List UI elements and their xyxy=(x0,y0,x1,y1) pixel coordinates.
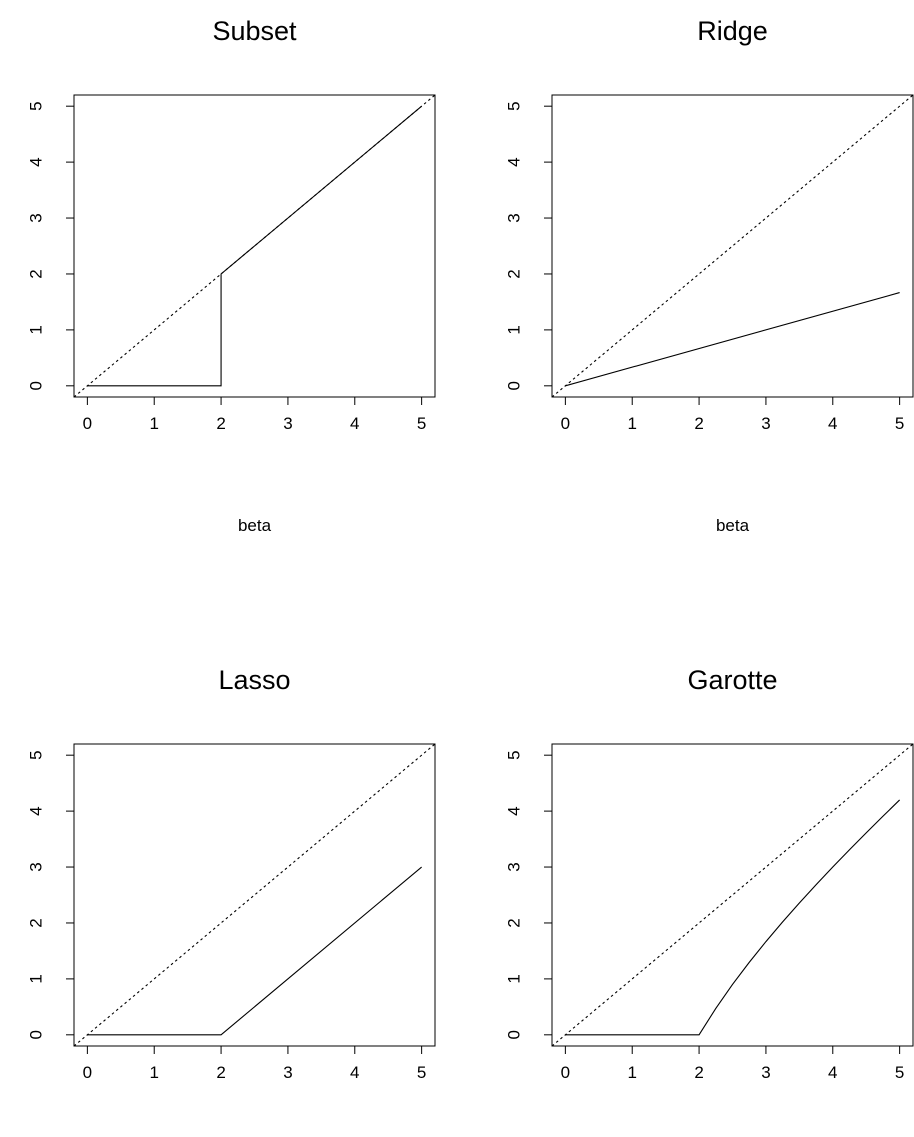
y-axis: 0 1 2 3 4 5 xyxy=(27,750,75,1040)
x-axis-label: beta xyxy=(716,516,750,535)
series-group xyxy=(74,744,435,1046)
x-tick-label: 0 xyxy=(83,414,92,433)
x-tick-label: 3 xyxy=(761,1063,770,1082)
x-tick-label: 4 xyxy=(828,1063,837,1082)
estimator-line xyxy=(87,105,422,387)
identity-reference-line xyxy=(552,744,913,1046)
y-tick-label: 2 xyxy=(27,269,46,278)
x-axis: 0 1 2 3 4 5 xyxy=(83,1045,426,1082)
x-tick-label: 1 xyxy=(149,414,158,433)
x-tick-label: 0 xyxy=(561,414,570,433)
y-tick-label: 4 xyxy=(27,806,46,815)
y-tick-label: 3 xyxy=(27,862,46,871)
x-tick-label: 4 xyxy=(350,1063,359,1082)
chart-title-ridge: Ridge xyxy=(697,16,768,46)
x-tick-label: 5 xyxy=(895,414,904,433)
y-tick-label: 3 xyxy=(27,213,46,222)
x-tick-label: 1 xyxy=(149,1063,158,1082)
x-tick-label: 2 xyxy=(694,1063,703,1082)
chart-title-subset: Subset xyxy=(212,16,297,46)
x-tick-label: 4 xyxy=(828,414,837,433)
estimator-line xyxy=(565,292,900,387)
y-tick-label: 4 xyxy=(505,806,524,815)
y-tick-label: 4 xyxy=(27,157,46,166)
y-tick-label: 0 xyxy=(505,1030,524,1039)
y-tick-label: 3 xyxy=(505,213,524,222)
y-axis: 0 1 2 3 4 5 xyxy=(505,101,553,391)
x-axis: 0 1 2 3 4 5 xyxy=(561,1045,904,1082)
x-tick-label: 2 xyxy=(694,414,703,433)
plot-frame xyxy=(73,743,436,1047)
y-tick-label: 0 xyxy=(505,381,524,390)
y-axis: 0 1 2 3 4 5 xyxy=(27,101,75,391)
y-tick-label: 5 xyxy=(505,101,524,110)
x-tick-label: 5 xyxy=(417,1063,426,1082)
identity-reference-line xyxy=(74,744,435,1046)
series-group xyxy=(552,95,913,397)
x-tick-label: 2 xyxy=(216,1063,225,1082)
identity-reference-line xyxy=(74,95,435,397)
y-tick-label: 0 xyxy=(27,1030,46,1039)
plot-frame xyxy=(551,94,914,398)
plot-frame xyxy=(551,743,914,1047)
y-tick-label: 2 xyxy=(27,918,46,927)
chart-title-lasso: Lasso xyxy=(218,665,290,695)
y-axis: 0 1 2 3 4 5 xyxy=(505,750,553,1040)
panel-ridge: Ridge 0 1 2 3 4 5 0 1 2 3 4 5 beta xyxy=(505,16,914,535)
panel-lasso: Lasso012345012345beta xyxy=(27,665,436,1082)
x-tick-label: 5 xyxy=(417,414,426,433)
x-tick-label: 3 xyxy=(761,414,770,433)
x-tick-label: 0 xyxy=(561,1063,570,1082)
y-tick-label: 4 xyxy=(505,157,524,166)
x-tick-label: 1 xyxy=(627,1063,636,1082)
estimator-line xyxy=(87,866,422,1036)
identity-reference-line xyxy=(552,95,913,397)
x-axis-label: beta xyxy=(238,516,272,535)
series-group xyxy=(552,744,913,1046)
y-tick-label: 5 xyxy=(27,750,46,759)
x-tick-label: 1 xyxy=(627,414,636,433)
x-tick-label: 3 xyxy=(283,1063,292,1082)
series-group xyxy=(74,95,435,397)
y-tick-label: 2 xyxy=(505,269,524,278)
panel-garotte: Garotte012345012345beta xyxy=(505,665,914,1082)
chart-title-garotte: Garotte xyxy=(687,665,777,695)
panel-subset: Subset 0 1 2 3 4 5 0 1 2 3 4 5 beta xyxy=(27,16,436,535)
x-tick-label: 5 xyxy=(895,1063,904,1082)
y-tick-label: 1 xyxy=(27,974,46,983)
x-axis: 0 1 2 3 4 5 xyxy=(83,396,426,433)
y-tick-label: 1 xyxy=(505,974,524,983)
x-axis: 0 1 2 3 4 5 xyxy=(561,396,904,433)
y-tick-label: 0 xyxy=(27,381,46,390)
y-tick-label: 5 xyxy=(27,101,46,110)
y-tick-label: 5 xyxy=(505,750,524,759)
y-tick-label: 3 xyxy=(505,862,524,871)
y-tick-label: 2 xyxy=(505,918,524,927)
y-tick-label: 1 xyxy=(27,325,46,334)
estimator-line xyxy=(565,799,901,1036)
x-tick-label: 4 xyxy=(350,414,359,433)
y-tick-label: 1 xyxy=(505,325,524,334)
x-tick-label: 3 xyxy=(283,414,292,433)
x-tick-label: 0 xyxy=(83,1063,92,1082)
x-tick-label: 2 xyxy=(216,414,225,433)
